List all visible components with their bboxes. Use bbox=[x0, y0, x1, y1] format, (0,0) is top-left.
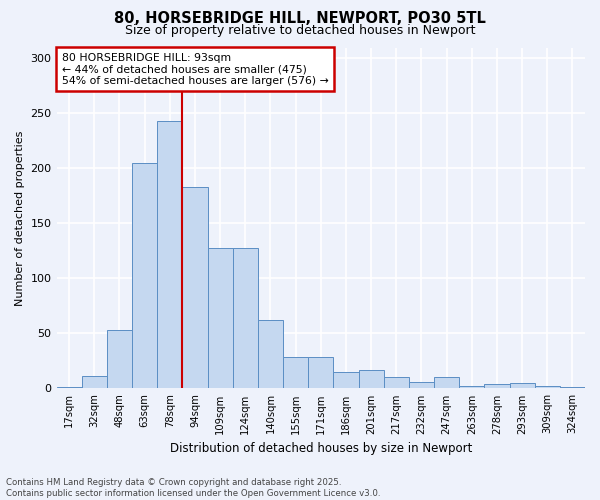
Text: 80 HORSEBRIDGE HILL: 93sqm
← 44% of detached houses are smaller (475)
54% of sem: 80 HORSEBRIDGE HILL: 93sqm ← 44% of deta… bbox=[62, 52, 329, 86]
X-axis label: Distribution of detached houses by size in Newport: Distribution of detached houses by size … bbox=[170, 442, 472, 455]
Bar bbox=[383, 378, 409, 388]
Bar bbox=[82, 376, 107, 388]
Text: Contains HM Land Registry data © Crown copyright and database right 2025.
Contai: Contains HM Land Registry data © Crown c… bbox=[6, 478, 380, 498]
Bar bbox=[182, 187, 208, 388]
Bar bbox=[107, 330, 132, 388]
Text: Size of property relative to detached houses in Newport: Size of property relative to detached ho… bbox=[125, 24, 475, 37]
Bar bbox=[409, 382, 434, 388]
Bar bbox=[308, 356, 334, 388]
Bar bbox=[258, 320, 283, 388]
Bar bbox=[132, 163, 157, 388]
Bar bbox=[459, 386, 484, 388]
Bar bbox=[509, 383, 535, 388]
Bar bbox=[157, 121, 182, 388]
Bar bbox=[434, 378, 459, 388]
Bar bbox=[484, 384, 509, 388]
Y-axis label: Number of detached properties: Number of detached properties bbox=[15, 130, 25, 306]
Bar bbox=[359, 370, 383, 388]
Bar bbox=[233, 248, 258, 388]
Text: 80, HORSEBRIDGE HILL, NEWPORT, PO30 5TL: 80, HORSEBRIDGE HILL, NEWPORT, PO30 5TL bbox=[114, 11, 486, 26]
Bar bbox=[535, 386, 560, 388]
Bar bbox=[283, 356, 308, 388]
Bar bbox=[334, 372, 359, 388]
Bar bbox=[208, 248, 233, 388]
